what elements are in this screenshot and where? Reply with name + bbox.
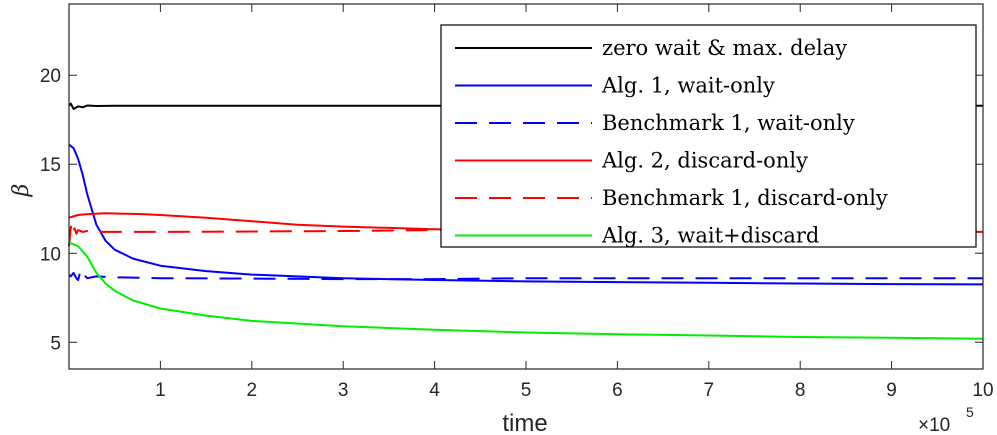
x-tick-label: 3: [338, 380, 349, 401]
legend: zero wait & max. delay Alg. 1, wait-only B…: [440, 24, 977, 248]
ticks-layer: 1 2 3 4 5 6 7 8 9 10 5 10 15 20: [40, 4, 994, 401]
x-tick-label: 8: [795, 380, 806, 401]
y-axis-label: β: [9, 184, 34, 198]
x-tick-label: 6: [612, 380, 623, 401]
legend-label-1: zero wait & max. delay: [602, 36, 847, 60]
x-tick-label: 7: [704, 380, 715, 401]
legend-label-5: Benchmark 1, discard-only: [602, 186, 888, 210]
legend-label-3: Benchmark 1, wait-only: [602, 111, 855, 135]
plot-frame: [68, 3, 984, 370]
x-tick-label: 9: [886, 380, 897, 401]
y-tick-label: 15: [40, 155, 61, 176]
legend-label-2: Alg. 1, wait-only: [601, 74, 775, 98]
series-line-6: [68, 241, 984, 340]
y-tick-label: 5: [50, 333, 61, 354]
x-exponent: ×10 5: [918, 404, 974, 435]
legend-box: [440, 24, 977, 248]
x-tick-label: 10: [972, 380, 993, 401]
y-tick-label: 10: [40, 244, 61, 265]
x-tick-label: 1: [155, 380, 166, 401]
x-tick-label: 5: [521, 380, 532, 401]
legend-label-6: Alg. 3, wait+discard: [601, 224, 819, 248]
x-tick-label: 4: [429, 380, 440, 401]
y-tick-label: 20: [40, 66, 61, 87]
legend-items: zero wait & max. delay Alg. 1, wait-only B…: [455, 36, 888, 248]
x-exponent-power: 5: [966, 404, 974, 420]
legend-label-4: Alg. 2, discard-only: [601, 149, 808, 173]
series-line-3: [68, 268, 983, 281]
series-line-2: [68, 143, 984, 286]
x-axis-label: time: [502, 410, 547, 435]
x-exponent-base: ×10: [918, 415, 950, 435]
x-tick-label: 2: [247, 380, 258, 401]
